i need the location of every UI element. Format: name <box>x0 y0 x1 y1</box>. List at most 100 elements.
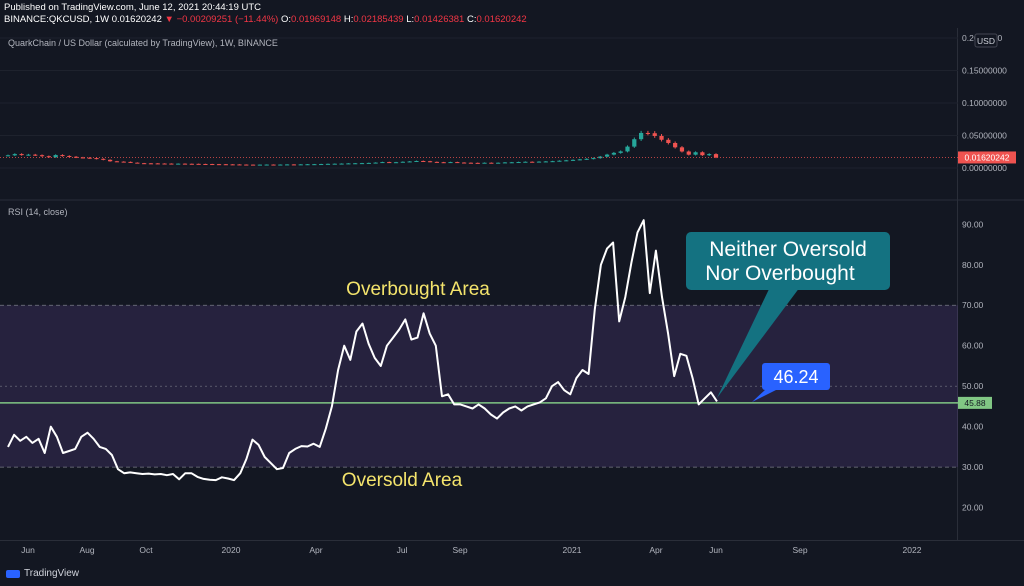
rsi-title: RSI (14, close) <box>8 207 68 217</box>
candle-body <box>366 162 371 164</box>
candle-body <box>707 154 712 156</box>
overbought-label: Overbought Area <box>346 279 490 300</box>
candle-body <box>230 164 235 166</box>
currency-badge-bg[interactable] <box>974 33 998 48</box>
candle-body <box>584 158 589 160</box>
candle-body <box>128 161 133 163</box>
candle-body <box>312 164 317 166</box>
candle-body <box>530 161 535 163</box>
candle-body <box>210 164 215 166</box>
candle-body <box>19 154 24 156</box>
candle-body <box>53 155 58 158</box>
x-tick-label: Jun <box>21 545 35 555</box>
tradingview-brand: TradingView <box>24 568 80 579</box>
candle-body <box>319 164 324 166</box>
rsi-tick-label: 90.00 <box>962 219 984 229</box>
candle-body <box>523 161 528 163</box>
candle-body <box>652 133 657 136</box>
candle-body <box>291 164 297 166</box>
candle-body <box>46 156 51 158</box>
neither-callout-line2: Nor Overbought <box>705 262 855 285</box>
candle-body <box>5 155 11 157</box>
candle-body <box>564 160 569 162</box>
candle-body <box>468 162 474 164</box>
value-callout-box[interactable] <box>762 363 830 390</box>
candle-body <box>305 164 310 166</box>
candle-body <box>39 155 45 157</box>
candle-body <box>339 163 344 165</box>
candle-body <box>666 139 671 143</box>
candle-body <box>618 151 623 153</box>
candle-body <box>278 164 283 166</box>
ohlc-legend: BINANCE:QKCUSD, 1W 0.01620242 ▼ −0.00209… <box>4 14 527 25</box>
candle-body <box>448 162 453 164</box>
price-tick-label: 0.00000000 <box>962 163 1007 173</box>
candle-body <box>176 163 181 165</box>
candle-body <box>114 161 120 163</box>
candle-body <box>509 162 514 164</box>
high-value: 0.02185439 <box>353 14 404 25</box>
candle-body <box>543 161 548 163</box>
low-value: 0.01426381 <box>414 14 465 25</box>
candle-body <box>353 163 358 165</box>
published-info: Published on TradingView.com, June 12, 2… <box>4 2 262 13</box>
open-value: 0.01969148 <box>291 14 342 25</box>
candle-body <box>189 163 194 165</box>
candle-body <box>434 161 439 163</box>
value-callout-pointer <box>752 389 778 402</box>
candle-body <box>421 160 426 162</box>
high-label: H: <box>343 14 354 25</box>
candle-body <box>108 159 113 162</box>
candle-body <box>26 154 31 156</box>
rsi-tick-label: 50.00 <box>962 381 984 391</box>
x-tick-label: 2020 <box>222 545 241 555</box>
x-tick-label: Jul <box>397 545 408 555</box>
candle-body <box>557 160 562 162</box>
tradingview-logo-icon <box>6 569 20 578</box>
candle-body <box>632 139 637 147</box>
candle-body <box>250 164 256 166</box>
tradingview-logo[interactable]: TradingView <box>6 568 79 579</box>
candle-body <box>686 151 691 155</box>
candle-body <box>325 163 331 165</box>
candle-body <box>196 163 201 165</box>
price-tick-label: 0.15000000 <box>962 66 1007 76</box>
x-tick-label: 2021 <box>563 545 582 555</box>
candle-body <box>80 157 85 159</box>
rsi-line[interactable] <box>7 219 718 482</box>
rsi-tick-label: 60.00 <box>962 341 984 351</box>
candle-body <box>611 152 616 155</box>
candle-body <box>455 162 460 164</box>
candle-body <box>673 142 678 148</box>
candle-body <box>645 132 651 134</box>
candle-body <box>700 152 705 156</box>
candle-body <box>87 157 92 159</box>
candle-body <box>393 162 399 164</box>
candle-body <box>496 162 501 164</box>
rsi-tick-label: 80.00 <box>962 260 984 270</box>
candle-body <box>462 162 467 164</box>
candle-body <box>639 132 644 140</box>
candle-body <box>713 154 719 158</box>
price-change: ▼ −0.00209251 (−11.44%) <box>164 14 279 25</box>
price-chart-title: QuarkChain / US Dollar (calculated by Tr… <box>8 38 278 48</box>
candle-body <box>693 152 698 155</box>
candle-body <box>162 163 167 165</box>
candle-body <box>502 162 508 164</box>
candle-body <box>346 163 351 165</box>
neither-callout-box[interactable] <box>686 232 890 290</box>
candle-body <box>155 163 160 165</box>
candle-body <box>271 164 276 166</box>
price-pane[interactable] <box>0 28 958 200</box>
candle-body <box>67 155 72 157</box>
candle-body <box>577 159 582 161</box>
close-value: 0.01620242 <box>476 14 527 25</box>
candle-body <box>216 164 222 166</box>
candle-body <box>33 154 38 156</box>
x-tick-label: Sep <box>452 545 467 555</box>
candle-body <box>264 164 269 166</box>
last-price-badge-label: 0.01620242 <box>965 152 1010 162</box>
candle-body <box>380 162 385 164</box>
neither-callout-line1: Neither Oversold <box>709 238 867 261</box>
